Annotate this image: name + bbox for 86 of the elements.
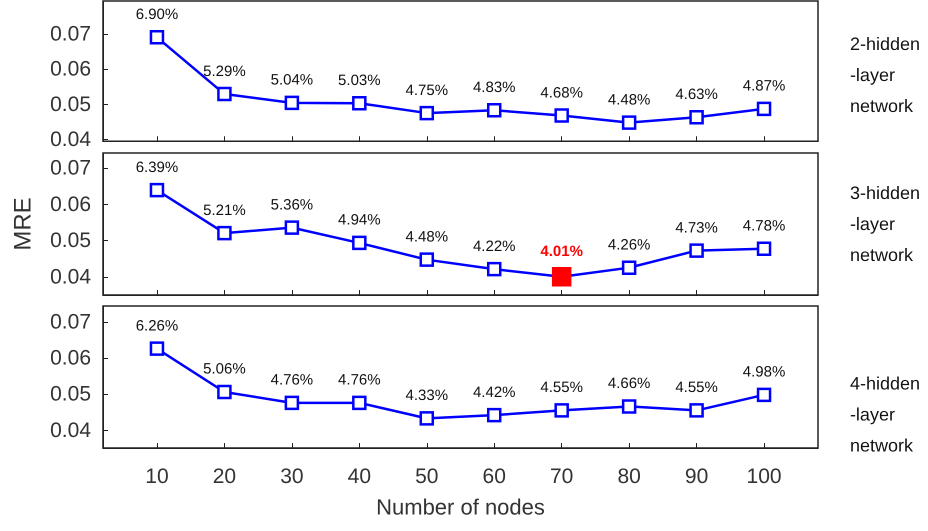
y-tick-label: 0.05 [50,229,91,252]
point [217,226,232,240]
data-label: 6.90% [136,6,178,24]
x-tick-label: 90 [684,465,708,488]
point [554,108,569,123]
data-label: 5.04% [270,72,314,89]
data-label: 4.42% [472,384,516,401]
data-label: 4.66% [608,375,650,392]
data-label: 4.48% [608,91,650,108]
point [554,403,569,418]
x-axis-title: Number of nodes [376,494,545,520]
y-tick-label: 0.04 [50,266,92,289]
data-label: 4.76% [338,372,381,389]
x-tick-label: 70 [550,465,574,488]
y-tick-label: 0.06 [50,58,91,81]
point [420,106,434,120]
data-label: 4.26% [608,236,650,254]
x-tick-label: 30 [280,465,304,488]
point [756,388,772,402]
point [622,399,636,414]
x-tick-label: 10 [145,465,169,488]
x-tick-label: 60 [482,465,506,488]
point [150,341,164,356]
data-label: 4.22% [472,238,516,255]
data-label: 4.75% [406,82,448,99]
point [689,243,704,258]
data-label: 4.73% [675,219,718,236]
data-label: 4.76% [270,372,314,389]
point [352,236,367,250]
x-tick-label: 50 [415,465,438,488]
point [217,384,232,400]
point [284,396,300,410]
y-tick-label: 0.07 [50,156,91,180]
y-tick-label: 0.05 [50,382,91,406]
point [622,115,636,130]
text: 2-hidden -layer network [850,34,920,116]
y-tick-label: 0.04 [50,128,92,151]
data-label: 6.26% [136,317,178,334]
point [352,396,367,410]
point [486,103,502,118]
point [420,411,434,426]
y-tick-label: 0.07 [50,22,91,46]
data-label: 4.33% [406,387,448,404]
data-label: 4.83% [472,79,516,96]
data-label: 5.36% [270,196,314,214]
y-tick-label: 0.06 [50,346,91,370]
x-tick-label: 100 [746,465,782,488]
y-tick-label: 0.07 [50,310,91,334]
data-label: 4.63% [675,86,718,104]
point [352,96,367,110]
text: 3-hidden -layer network [850,183,920,265]
point [756,242,772,256]
data-label: 4.48% [406,228,448,246]
point [486,408,502,422]
data-label: 4.55% [540,379,583,396]
data-label: 4.01% [540,243,583,260]
x-tick-label: 40 [348,465,371,488]
data-label: 5.29% [203,62,246,80]
point [622,260,636,275]
data-label: 4.55% [675,379,718,396]
text: 4-hidden -layer network [850,374,920,456]
x-tick-label: 80 [617,465,641,488]
point [486,262,502,276]
point [217,86,232,102]
data-label: 4.78% [742,218,786,235]
point [420,252,434,267]
data-label: 4.94% [338,212,381,229]
y-tick-label: 0.06 [50,192,91,216]
point [689,403,704,418]
y-axis-title: MRE [10,197,36,251]
y-tick-label: 0.05 [50,92,91,116]
data-label: 4.98% [742,364,786,381]
data-label: 5.21% [203,202,246,219]
point [689,110,704,125]
point [284,220,300,235]
data-label: 5.06% [203,360,246,378]
point [284,96,300,110]
data-label: 5.03% [338,72,381,89]
data-label: 6.39% [136,158,178,176]
point [756,102,772,116]
data-label: 4.87% [742,78,786,95]
point [150,30,164,45]
y-tick-label: 0.04 [50,418,92,442]
point [150,182,164,198]
x-tick-label: 20 [212,465,236,488]
data-label: 4.68% [540,84,583,102]
